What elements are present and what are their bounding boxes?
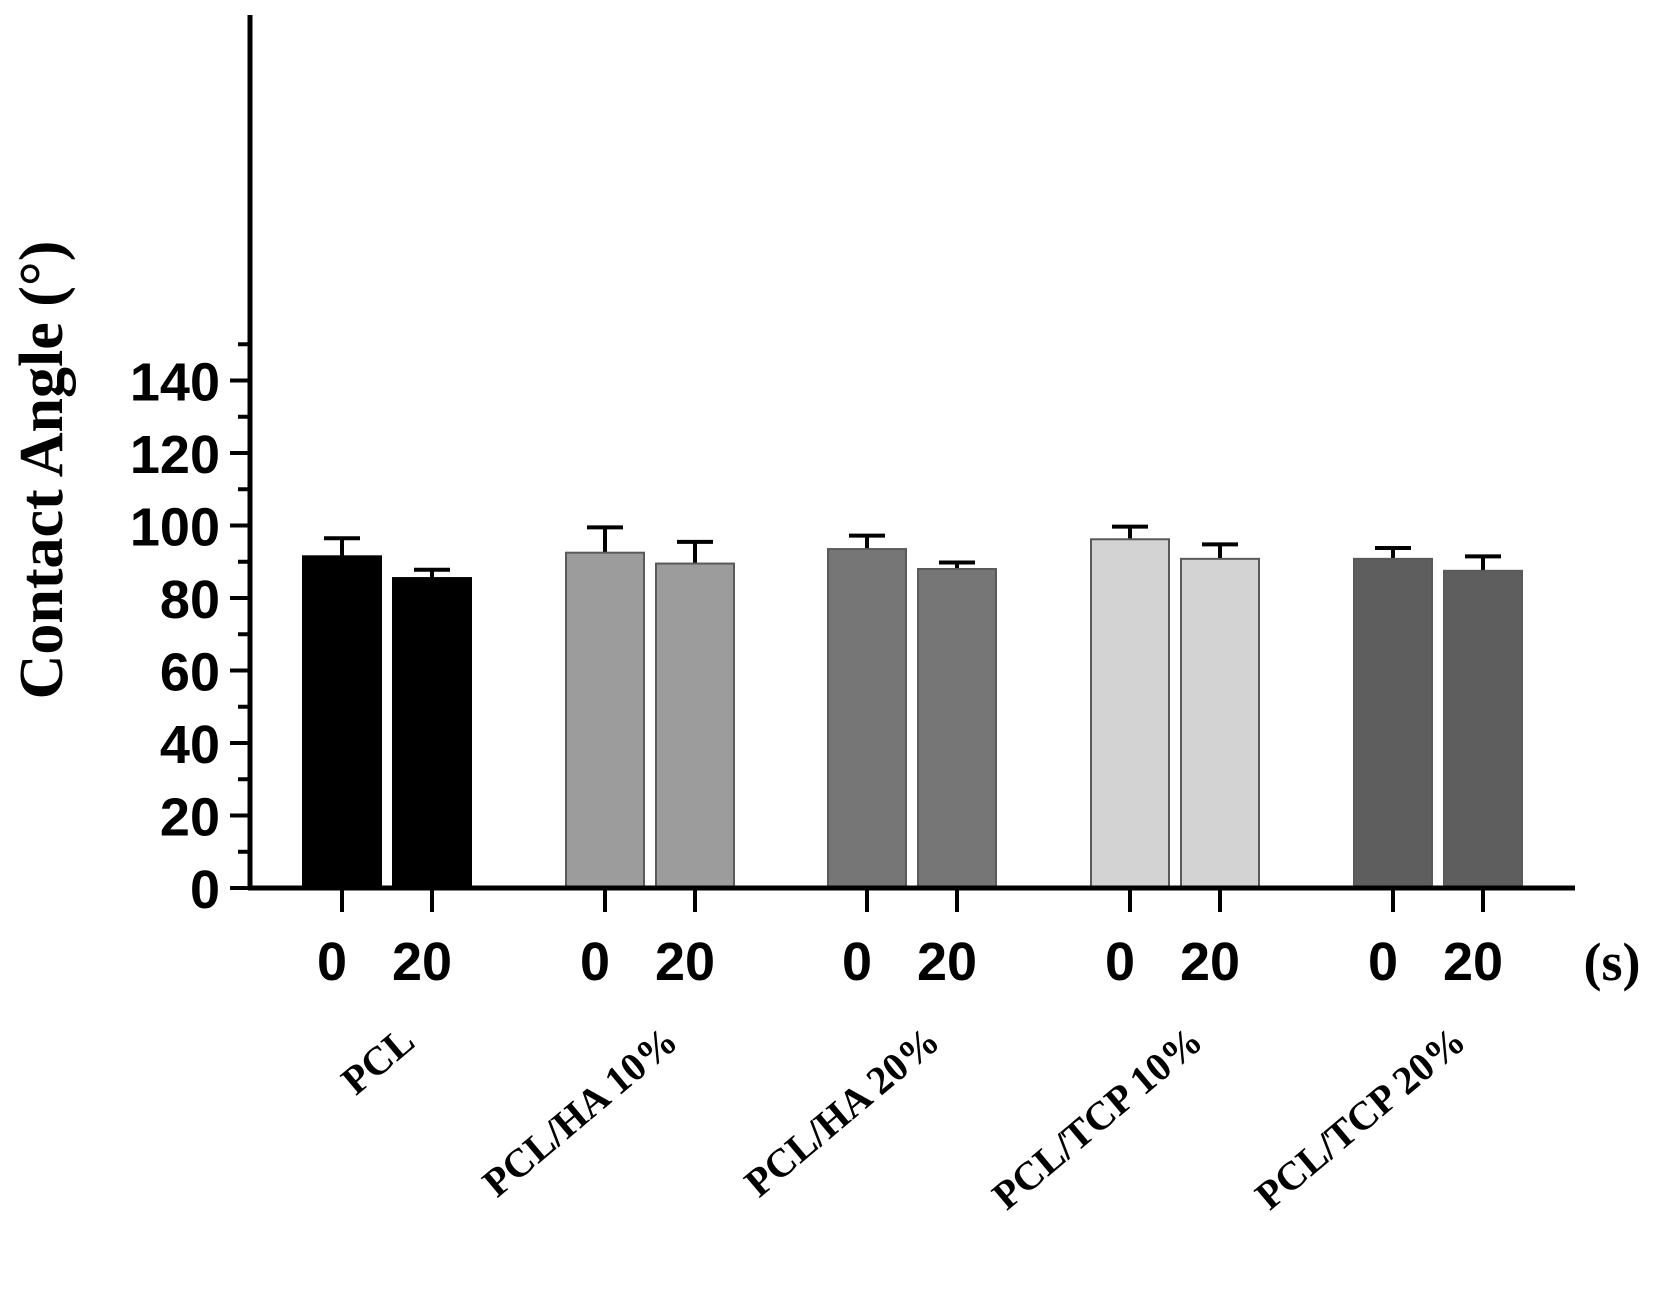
y-tick-label: 60 bbox=[160, 643, 220, 703]
bar bbox=[302, 555, 382, 889]
group-label: PCL/HA 10% bbox=[474, 1017, 686, 1205]
x-time-label: 20 bbox=[1180, 932, 1240, 992]
bar bbox=[392, 577, 472, 889]
group-label: PCL/TCP 20% bbox=[1247, 1017, 1474, 1218]
bar bbox=[1180, 557, 1260, 889]
y-tick-label: 40 bbox=[160, 715, 220, 775]
x-time-label: 20 bbox=[1443, 932, 1503, 992]
group-label: PCL/HA 20% bbox=[736, 1017, 948, 1205]
x-time-label: 0 bbox=[1368, 932, 1398, 992]
group-label: PCL bbox=[333, 1017, 423, 1103]
bar bbox=[827, 548, 907, 889]
y-tick-label: 80 bbox=[160, 570, 220, 630]
x-axis-unit-label: (s) bbox=[1584, 932, 1641, 992]
x-time-label: 20 bbox=[392, 932, 452, 992]
bar bbox=[1353, 557, 1433, 889]
y-tick-label: 140 bbox=[130, 353, 220, 413]
y-tick-label: 100 bbox=[130, 498, 220, 558]
y-tick-label: 20 bbox=[160, 788, 220, 848]
axes-layer bbox=[230, 15, 1575, 912]
group-label: PCL/TCP 10% bbox=[984, 1017, 1211, 1218]
y-axis-label: Contact Angle (°) bbox=[8, 241, 76, 700]
bar bbox=[1090, 538, 1170, 890]
bar bbox=[917, 568, 997, 889]
x-time-label: 0 bbox=[317, 932, 347, 992]
y-tick-label: 120 bbox=[130, 425, 220, 485]
y-tick-label: 0 bbox=[190, 860, 220, 920]
x-time-label: 0 bbox=[580, 932, 610, 992]
bar bbox=[655, 562, 735, 889]
x-time-label: 20 bbox=[917, 932, 977, 992]
bars-layer bbox=[302, 524, 1523, 890]
x-time-label: 20 bbox=[655, 932, 715, 992]
bar bbox=[1443, 569, 1523, 889]
x-time-label: 0 bbox=[842, 932, 872, 992]
x-time-label: 0 bbox=[1105, 932, 1135, 992]
bar bbox=[565, 551, 645, 889]
